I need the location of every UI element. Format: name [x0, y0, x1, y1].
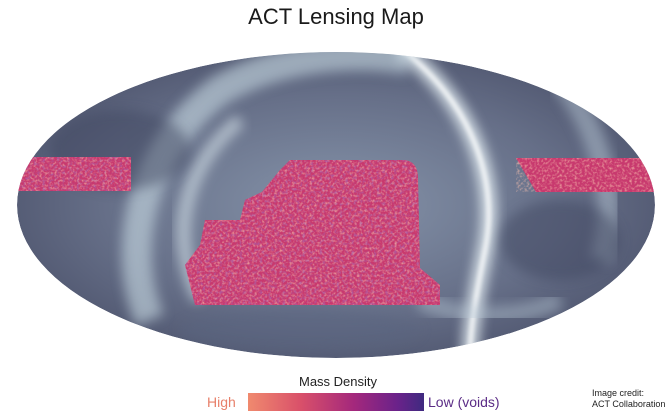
credit-line-2: ACT Collaboration	[592, 399, 666, 409]
legend-title: Mass Density	[298, 374, 378, 389]
legend-low-label: Low (voids)	[428, 394, 500, 410]
image-credit: Image credit: ACT Collaboration	[592, 388, 670, 410]
legend-high-label: High	[207, 394, 236, 410]
mass-density-colorbar	[248, 393, 424, 411]
lensing-patch-right	[516, 158, 655, 192]
lensing-patch-central	[185, 160, 440, 305]
credit-line-1: Image credit:	[592, 388, 645, 398]
map-title: ACT Lensing Map	[248, 4, 424, 29]
lensing-patch-left	[17, 157, 131, 191]
